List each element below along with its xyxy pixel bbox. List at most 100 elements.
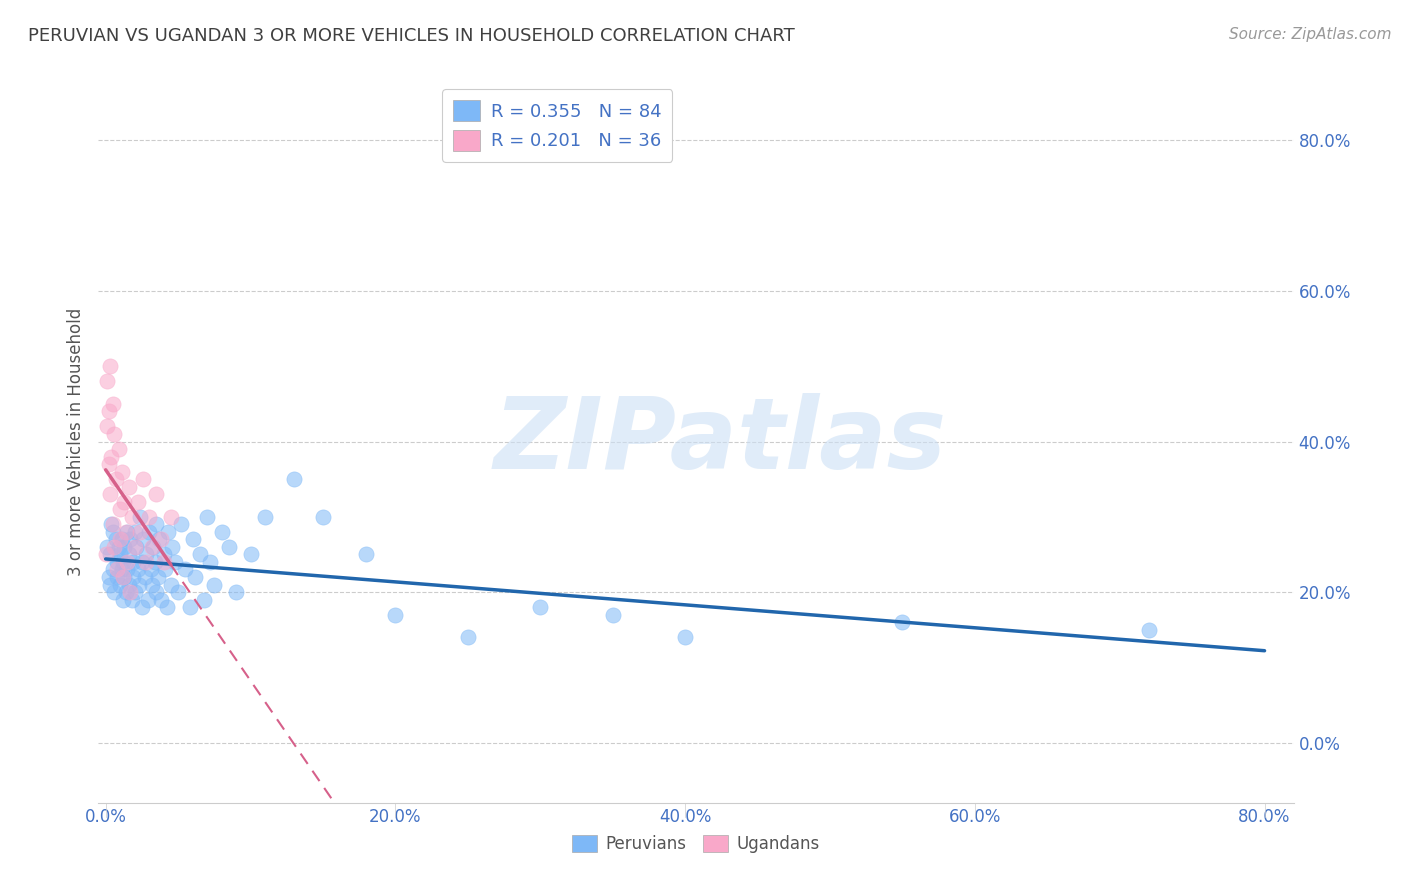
Point bbox=[253, 509, 276, 524]
Point bbox=[108, 577, 131, 591]
Point bbox=[114, 540, 136, 554]
Point bbox=[602, 607, 624, 622]
Point bbox=[312, 509, 335, 524]
Point bbox=[239, 548, 262, 562]
Point bbox=[98, 548, 121, 562]
Point bbox=[124, 524, 146, 539]
Point bbox=[104, 533, 127, 547]
Point bbox=[145, 517, 167, 532]
Point bbox=[149, 533, 172, 547]
Point bbox=[117, 524, 139, 539]
Point bbox=[103, 585, 125, 599]
Point bbox=[118, 577, 141, 591]
Point bbox=[127, 494, 149, 508]
Point bbox=[118, 480, 141, 494]
Point bbox=[184, 570, 207, 584]
Point bbox=[114, 494, 136, 508]
Point bbox=[101, 524, 124, 539]
Point bbox=[96, 540, 118, 554]
Point bbox=[141, 577, 163, 591]
Point bbox=[356, 548, 378, 562]
Point bbox=[146, 570, 169, 584]
Point bbox=[124, 540, 146, 554]
Point bbox=[162, 540, 184, 554]
Point bbox=[98, 487, 121, 501]
Point bbox=[891, 615, 914, 630]
Point bbox=[195, 509, 218, 524]
Point bbox=[152, 555, 174, 569]
Point bbox=[139, 562, 162, 576]
Point bbox=[160, 577, 183, 591]
Point bbox=[107, 442, 129, 456]
Text: ZIPatlas: ZIPatlas bbox=[494, 393, 946, 490]
Point bbox=[131, 555, 153, 569]
Point bbox=[108, 502, 131, 516]
Point bbox=[143, 555, 166, 569]
Point bbox=[145, 487, 167, 501]
Point bbox=[112, 555, 135, 569]
Point bbox=[198, 555, 221, 569]
Point bbox=[120, 585, 142, 599]
Point bbox=[384, 607, 406, 622]
Point bbox=[179, 600, 201, 615]
Point bbox=[121, 509, 143, 524]
Point bbox=[105, 562, 128, 576]
Point bbox=[673, 630, 696, 644]
Point bbox=[136, 592, 159, 607]
Point bbox=[114, 570, 136, 584]
Point bbox=[211, 524, 233, 539]
Point bbox=[101, 517, 124, 532]
Point bbox=[97, 457, 120, 471]
Point bbox=[101, 562, 124, 576]
Point bbox=[117, 555, 139, 569]
Point bbox=[125, 540, 148, 554]
Point bbox=[160, 509, 183, 524]
Point bbox=[108, 548, 131, 562]
Point bbox=[110, 465, 132, 479]
Point bbox=[97, 570, 120, 584]
Point bbox=[138, 509, 160, 524]
Text: Source: ZipAtlas.com: Source: ZipAtlas.com bbox=[1229, 27, 1392, 42]
Point bbox=[225, 585, 247, 599]
Point bbox=[107, 540, 129, 554]
Point bbox=[165, 555, 187, 569]
Point bbox=[100, 517, 122, 532]
Point bbox=[121, 592, 143, 607]
Point bbox=[283, 472, 305, 486]
Point bbox=[174, 562, 197, 576]
Point bbox=[155, 600, 177, 615]
Point bbox=[141, 540, 163, 554]
Point bbox=[188, 548, 211, 562]
Point bbox=[170, 517, 193, 532]
Point bbox=[110, 533, 132, 547]
Point bbox=[120, 533, 142, 547]
Point bbox=[129, 509, 152, 524]
Point bbox=[218, 540, 240, 554]
Point bbox=[131, 600, 153, 615]
Point bbox=[149, 592, 172, 607]
Point bbox=[128, 577, 150, 591]
Point bbox=[132, 472, 155, 486]
Point bbox=[156, 524, 179, 539]
Point bbox=[142, 540, 165, 554]
Point bbox=[108, 533, 131, 547]
Point bbox=[145, 585, 167, 599]
Point bbox=[105, 555, 128, 569]
Point bbox=[100, 450, 122, 464]
Text: PERUVIAN VS UGANDAN 3 OR MORE VEHICLES IN HOUSEHOLD CORRELATION CHART: PERUVIAN VS UGANDAN 3 OR MORE VEHICLES I… bbox=[28, 27, 794, 45]
Point bbox=[167, 585, 190, 599]
Point bbox=[457, 630, 479, 644]
Point bbox=[129, 524, 152, 539]
Legend: Peruvians, Ugandans: Peruvians, Ugandans bbox=[565, 828, 827, 860]
Point bbox=[98, 359, 121, 374]
Point bbox=[134, 570, 156, 584]
Point bbox=[97, 404, 120, 418]
Point bbox=[124, 585, 146, 599]
Point bbox=[115, 585, 138, 599]
Point bbox=[96, 374, 118, 388]
Point bbox=[152, 548, 174, 562]
Point bbox=[101, 397, 124, 411]
Point bbox=[529, 600, 551, 615]
Point bbox=[98, 577, 121, 591]
Point bbox=[122, 570, 145, 584]
